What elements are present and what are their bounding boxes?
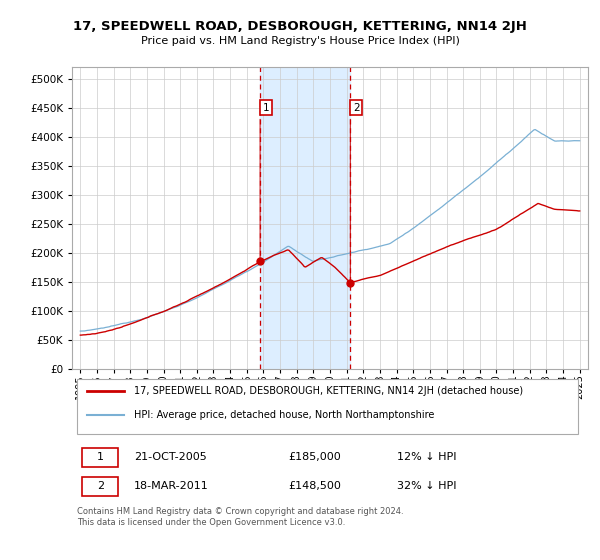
Text: 1: 1	[97, 452, 104, 463]
FancyBboxPatch shape	[82, 447, 118, 467]
Text: 17, SPEEDWELL ROAD, DESBOROUGH, KETTERING, NN14 2JH (detached house): 17, SPEEDWELL ROAD, DESBOROUGH, KETTERIN…	[134, 386, 523, 396]
Text: HPI: Average price, detached house, North Northamptonshire: HPI: Average price, detached house, Nort…	[134, 410, 434, 420]
Text: 18-MAR-2011: 18-MAR-2011	[134, 481, 209, 491]
Text: Price paid vs. HM Land Registry's House Price Index (HPI): Price paid vs. HM Land Registry's House …	[140, 36, 460, 46]
Bar	[260, 67, 350, 369]
Text: 2: 2	[97, 481, 104, 491]
FancyBboxPatch shape	[77, 379, 578, 435]
Text: £185,000: £185,000	[289, 452, 341, 463]
Text: 12% ↓ HPI: 12% ↓ HPI	[397, 452, 457, 463]
Text: 2: 2	[353, 103, 359, 113]
Text: 21-OCT-2005: 21-OCT-2005	[134, 452, 206, 463]
Text: 32% ↓ HPI: 32% ↓ HPI	[397, 481, 457, 491]
Text: 17, SPEEDWELL ROAD, DESBOROUGH, KETTERING, NN14 2JH: 17, SPEEDWELL ROAD, DESBOROUGH, KETTERIN…	[73, 20, 527, 32]
Text: 1: 1	[263, 103, 269, 113]
Text: Contains HM Land Registry data © Crown copyright and database right 2024.
This d: Contains HM Land Registry data © Crown c…	[77, 507, 404, 526]
Text: £148,500: £148,500	[289, 481, 341, 491]
FancyBboxPatch shape	[82, 477, 118, 496]
